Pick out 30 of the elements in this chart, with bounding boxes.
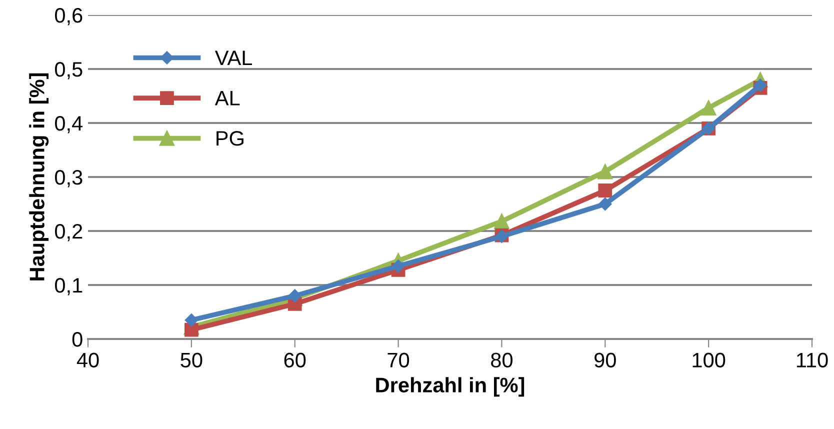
y-tick-label: 0,3 [54, 170, 82, 188]
point [184, 322, 198, 337]
point [494, 214, 510, 229]
point [598, 164, 613, 180]
y-tick-label: 0,1 [54, 278, 82, 296]
point [288, 289, 302, 302]
x-tick-label: 40 [76, 352, 99, 368]
y-tick-label: 0,2 [54, 224, 82, 242]
point [754, 78, 767, 92]
y-tick-label: 0,6 [54, 8, 82, 26]
y-tick-label: 0 [72, 332, 82, 347]
y-tick-label: 0,5 [54, 62, 82, 80]
x-tick-label: 50 [180, 352, 202, 368]
point [598, 197, 612, 211]
x-tick-label: 90 [594, 352, 616, 368]
legend-label: PG [216, 131, 244, 146]
legend-label: AL [214, 90, 240, 106]
y-tick-label: 0,4 [54, 116, 83, 134]
x-tick-label: 80 [491, 352, 512, 368]
y-axis-title: Hauptdehnung in [%] [29, 73, 49, 280]
x-axis-title: Drehzahl in [%] [376, 377, 524, 397]
x-tick-label: 70 [388, 352, 410, 368]
x-tick-label: 60 [284, 352, 306, 368]
x-tick-label: 110 [796, 352, 828, 368]
point [700, 100, 716, 116]
x-tick-label: 100 [692, 352, 726, 368]
point [184, 314, 198, 327]
point [392, 260, 405, 273]
point [598, 184, 612, 198]
legend-label: VAL [214, 50, 252, 66]
